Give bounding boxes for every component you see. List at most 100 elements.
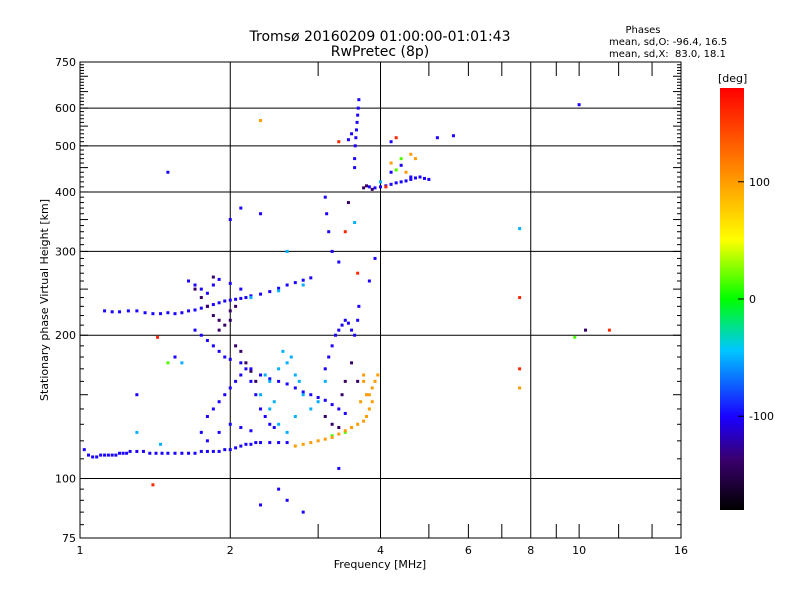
data-point: [337, 260, 341, 264]
data-point: [259, 441, 263, 445]
data-point: [249, 429, 253, 433]
data-point: [327, 230, 331, 234]
data-point: [199, 287, 203, 291]
data-point: [141, 449, 145, 453]
data-point: [244, 361, 248, 365]
data-point: [263, 414, 267, 418]
data-point: [376, 373, 380, 377]
data-point: [333, 333, 337, 337]
data-point: [228, 309, 232, 313]
data-point: [323, 414, 327, 418]
data-point: [166, 311, 170, 315]
data-point: [110, 453, 114, 457]
data-point: [356, 318, 360, 322]
y-tick-label: 300: [55, 245, 76, 258]
data-point: [95, 455, 99, 459]
plot-frame: [79, 61, 682, 539]
x-tick-label: 8: [527, 544, 534, 557]
data-point: [399, 163, 403, 167]
data-point: [285, 441, 289, 445]
data-point: [239, 373, 243, 377]
phases-x-stats: mean, sd,X: 83.0, 18.1: [609, 49, 726, 60]
data-point: [277, 286, 281, 290]
data-point: [316, 395, 320, 399]
grid-lines: [80, 62, 681, 538]
chart-subtitle: RwPretec (8p): [331, 44, 429, 60]
data-point: [356, 379, 360, 383]
data-point: [346, 138, 350, 142]
data-point: [217, 400, 221, 404]
data-point: [365, 393, 369, 397]
data-point: [239, 425, 243, 429]
data-point: [259, 119, 263, 123]
data-point: [173, 355, 177, 359]
data-point: [337, 432, 341, 436]
data-point: [301, 283, 305, 287]
data-point: [577, 103, 581, 107]
data-point: [394, 181, 398, 185]
data-point: [180, 311, 184, 315]
data-point: [205, 291, 209, 295]
data-point: [135, 449, 139, 453]
data-point: [607, 328, 611, 332]
x-tick-label: 6: [465, 544, 472, 557]
data-point: [259, 212, 263, 216]
data-point: [223, 323, 227, 327]
x-axis-label: Frequency [MHz]: [334, 558, 426, 571]
data-point: [362, 373, 366, 377]
data-point: [285, 430, 289, 434]
data-point: [337, 328, 341, 332]
data-point: [211, 344, 215, 348]
data-point: [316, 439, 320, 443]
data-point: [354, 136, 358, 140]
data-point: [234, 379, 238, 383]
data-point: [249, 442, 253, 446]
data-point: [359, 400, 363, 404]
data-point: [254, 393, 258, 397]
colorbar-tick-label: 100: [749, 176, 770, 189]
y-tick-label: 200: [55, 329, 76, 342]
data-point: [323, 195, 327, 199]
data-point: [362, 186, 366, 190]
data-point: [121, 451, 125, 455]
data-point: [217, 430, 221, 434]
data-point: [337, 140, 341, 144]
data-point: [346, 201, 350, 205]
x-tick-label: 4: [377, 544, 384, 557]
data-point: [118, 451, 122, 455]
data-point: [409, 177, 413, 181]
data-point: [370, 386, 374, 390]
data-point: [323, 437, 327, 441]
data-point: [277, 367, 281, 371]
colorbar-ticks: 100 0 -100: [738, 176, 774, 423]
data-point: [173, 451, 177, 455]
data-point: [323, 367, 327, 371]
data-point: [337, 407, 341, 411]
data-point: [193, 287, 197, 291]
data-point: [199, 333, 203, 337]
data-point: [573, 335, 577, 339]
data-point: [259, 373, 263, 377]
data-point: [272, 400, 276, 404]
data-point: [330, 435, 334, 439]
data-point: [301, 390, 305, 394]
data-point: [350, 328, 354, 332]
data-point: [394, 136, 398, 140]
axis-ticks: [80, 62, 681, 538]
data-point: [223, 355, 227, 359]
data-point: [301, 393, 305, 397]
data-point: [259, 393, 263, 397]
data-point: [277, 289, 281, 293]
data-point: [234, 344, 238, 348]
data-point: [379, 185, 382, 189]
colorbar-bracket-close: ]: [743, 72, 747, 85]
data-point: [151, 312, 155, 316]
data-point: [301, 510, 305, 514]
data-point: [277, 441, 281, 445]
data-point: [356, 106, 360, 110]
data-point: [323, 379, 327, 383]
data-point: [199, 430, 203, 434]
data-points: [82, 98, 611, 514]
data-point: [281, 349, 285, 353]
data-point: [337, 425, 341, 429]
